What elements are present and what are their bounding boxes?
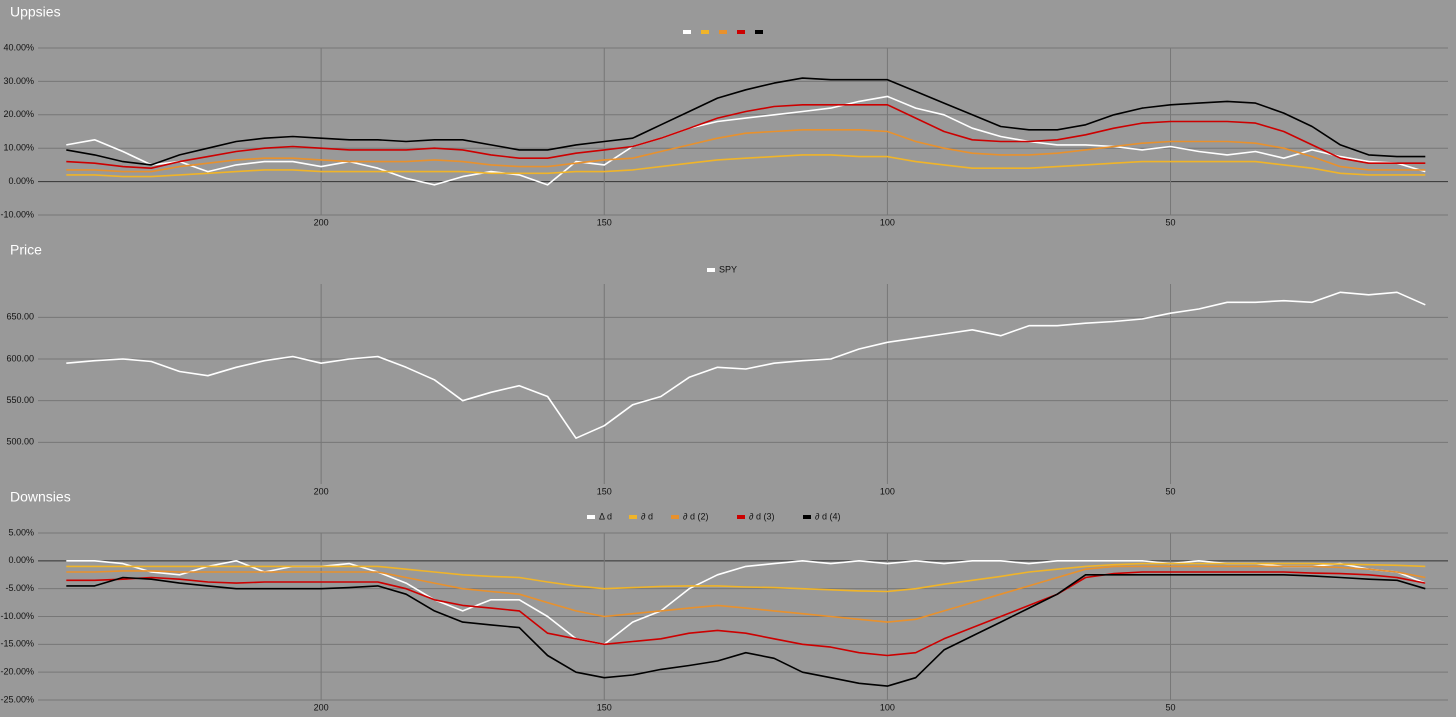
x-tick-label: 100 [880,702,895,712]
y-tick-label: -10.00% [0,611,34,621]
series-line [66,77,1426,166]
y-tick-label: 40.00% [3,42,34,52]
series-line [66,562,1426,593]
legend-swatch [755,30,763,34]
y-tick-label: -25.00% [0,694,34,704]
legend-swatch [803,515,811,519]
legend-label: SPY [719,264,737,274]
legend-label: ∂ d (3) [749,511,774,521]
series-line [66,104,1426,169]
y-tick-label: 0.00% [8,555,34,565]
series-line [66,574,1426,687]
series-line [66,291,1426,439]
x-tick-label: 150 [597,486,612,496]
x-tick-label: 200 [314,702,329,712]
legend-label: ∂ d [641,511,653,521]
legend-label: ∂ d (4) [815,511,840,521]
legend-swatch [671,515,679,519]
panel: Downsies -25.00% -20.00% -15.00% -10.00% -5.0… [0,489,1448,712]
y-tick-label: -15.00% [0,639,34,649]
y-tick-label: 500.00 [6,437,34,447]
y-tick-label: 20.00% [3,109,34,119]
y-tick-label: 650.00 [6,312,34,322]
legend-swatch [737,515,745,519]
series-line [66,154,1426,178]
legend-swatch [737,30,745,34]
panel: Price 500.00 550.00 600.00 650.00 200 150 100 50… [6,242,1448,496]
y-tick-label: -10.00% [0,209,34,219]
legend-label: Δ d [599,511,612,521]
series-line [66,565,1426,623]
series-line [66,95,1426,186]
legend-swatch [587,515,595,519]
y-tick-label: 0.00% [8,176,34,186]
y-tick-label: -20.00% [0,667,34,677]
x-tick-label: 50 [1166,486,1176,496]
legend-swatch [719,30,727,34]
y-tick-label: 30.00% [3,76,34,86]
y-tick-label: 550.00 [6,395,34,405]
x-tick-label: 50 [1166,702,1176,712]
panel-title: Price [10,242,42,258]
legend-swatch [683,30,691,34]
y-tick-label: -5.00% [5,583,34,593]
series-line [66,571,1426,657]
legend-swatch [701,30,709,34]
x-tick-label: 200 [314,486,329,496]
x-tick-label: 200 [314,217,329,227]
series-line [66,560,1426,646]
x-tick-label: 100 [880,217,895,227]
series-line [66,129,1426,173]
x-tick-label: 50 [1166,217,1176,227]
panel-title: Uppsies [10,4,61,20]
legend-label: ∂ d (2) [683,511,708,521]
x-tick-label: 150 [597,702,612,712]
legend-swatch [707,268,715,272]
panel: Uppsies -10.00% 0.00% 10.00% 20.00% 30.00% 40.… [0,4,1448,227]
panel-title: Downsies [10,489,71,505]
x-tick-label: 100 [880,486,895,496]
x-tick-label: 150 [597,217,612,227]
y-tick-label: 5.00% [8,527,34,537]
legend-swatch [629,515,637,519]
y-tick-label: 600.00 [6,353,34,363]
y-tick-label: 10.00% [3,143,34,153]
